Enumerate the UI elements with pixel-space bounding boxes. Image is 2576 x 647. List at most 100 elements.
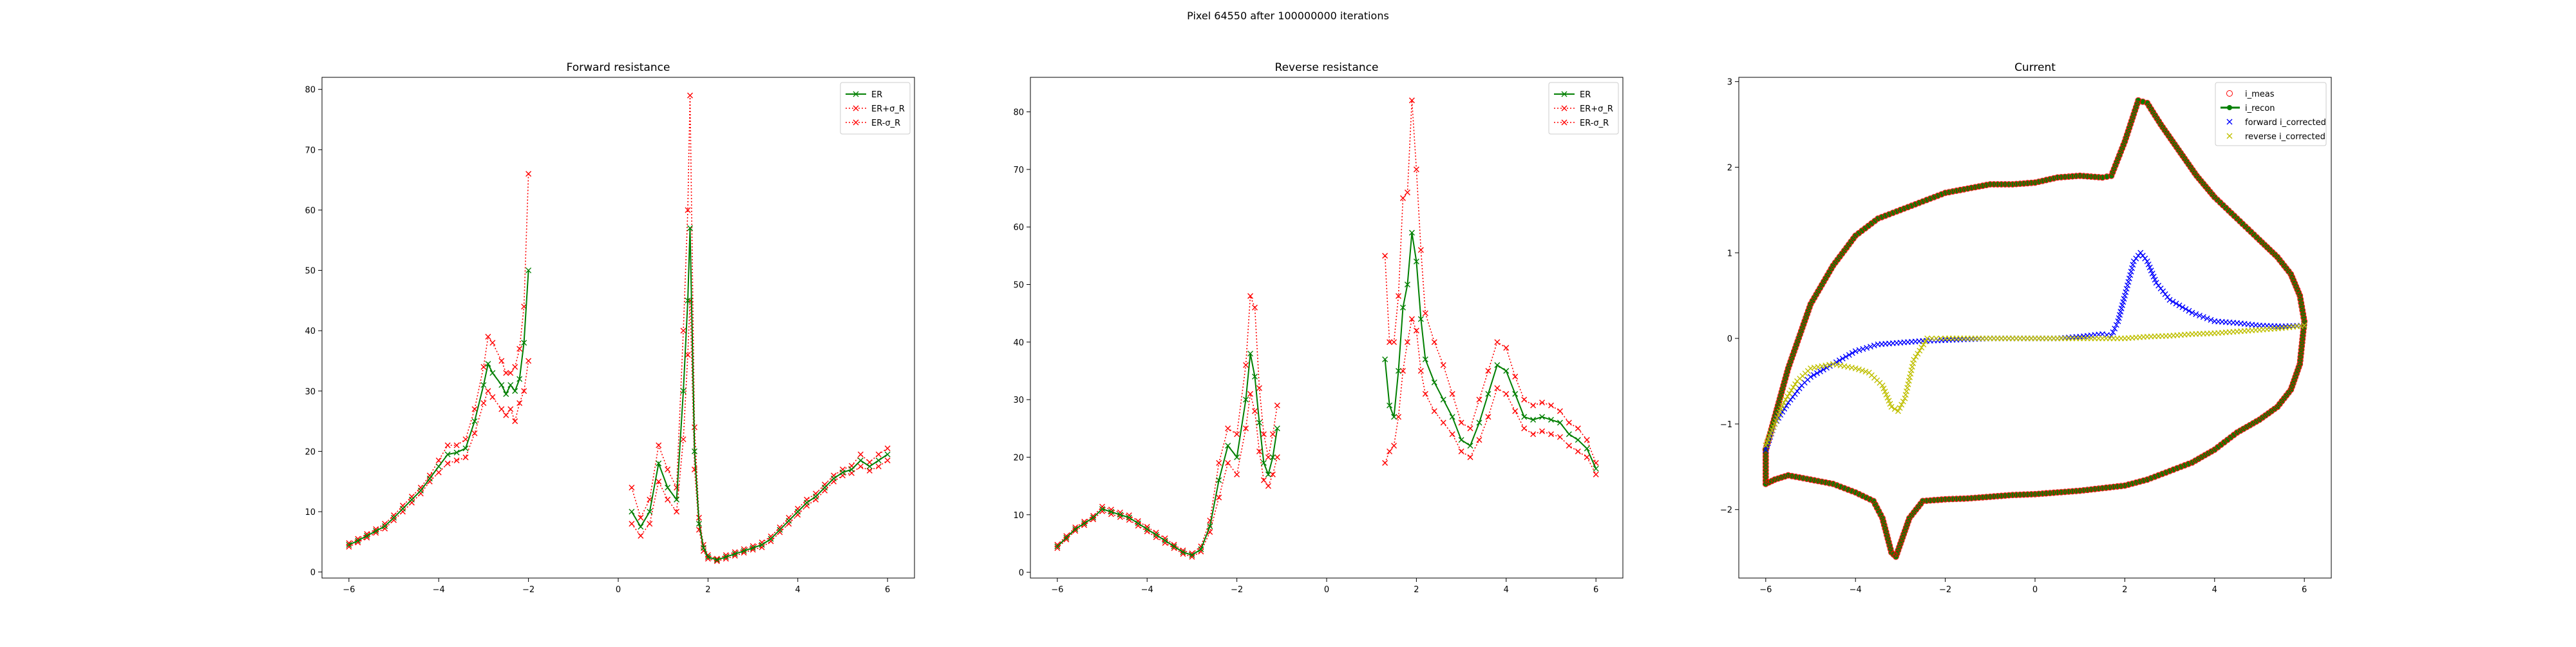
point-reverse-i-corrected bbox=[1770, 424, 1777, 430]
point-er bbox=[1539, 414, 1546, 420]
point-forward-i-corrected bbox=[2112, 325, 2118, 332]
point-er-minus-sigma bbox=[1090, 516, 1097, 523]
point-er-minus-sigma bbox=[480, 400, 487, 407]
point-reverse-i-corrected bbox=[1908, 371, 1914, 377]
y-tick-label: −1 bbox=[1720, 420, 1732, 430]
point-er bbox=[759, 542, 765, 548]
point-er-plus-sigma bbox=[884, 445, 891, 452]
point-i-meas bbox=[1960, 186, 1967, 193]
point-i-meas bbox=[1788, 472, 1795, 479]
point-reverse-i-corrected bbox=[1897, 405, 1903, 411]
point-er bbox=[685, 297, 691, 304]
point-i-meas bbox=[2065, 173, 2072, 180]
point-er-plus-sigma bbox=[1404, 189, 1410, 196]
point-forward-i-corrected bbox=[2123, 289, 2129, 295]
point-i-meas bbox=[2114, 155, 2121, 162]
point-reverse-i-corrected bbox=[1915, 351, 1921, 357]
point-er bbox=[1198, 546, 1204, 552]
point-er bbox=[656, 460, 662, 467]
point-i-meas bbox=[1953, 188, 1960, 194]
point-i-meas bbox=[2005, 181, 2012, 188]
legend-label: forward i_corrected bbox=[2245, 118, 2326, 128]
point-i-meas bbox=[1790, 351, 1796, 358]
point-er-plus-sigma bbox=[1413, 166, 1419, 173]
point-i-meas bbox=[2237, 427, 2244, 434]
point-reverse-i-corrected bbox=[1786, 390, 1793, 396]
point-i-meas bbox=[2116, 151, 2123, 159]
point-i-meas bbox=[2291, 280, 2298, 287]
y-tick-label: 0 bbox=[1019, 568, 1024, 578]
plot-marks bbox=[346, 92, 891, 565]
series-line-er-minus-sigma bbox=[1057, 317, 1596, 557]
point-forward-i-corrected bbox=[1849, 350, 1855, 356]
point-i-meas bbox=[1880, 521, 1888, 528]
point-i-meas bbox=[2080, 173, 2087, 180]
point-er bbox=[691, 448, 697, 454]
point-er-plus-sigma bbox=[1530, 402, 1537, 409]
point-i-meas bbox=[1800, 321, 1807, 328]
point-er bbox=[665, 485, 671, 491]
point-i-meas bbox=[2289, 274, 2296, 281]
point-er-plus-sigma bbox=[687, 92, 694, 99]
point-i-meas bbox=[2058, 488, 2065, 496]
point-er-minus-sigma bbox=[498, 406, 505, 412]
point-i-meas bbox=[1803, 314, 1810, 321]
point-i-meas bbox=[2129, 480, 2136, 487]
point-forward-i-corrected bbox=[2126, 275, 2132, 282]
point-i-meas bbox=[2227, 434, 2234, 441]
point-i-meas bbox=[1949, 496, 1956, 503]
point-forward-i-corrected bbox=[2170, 298, 2176, 305]
point-i-meas bbox=[1828, 266, 1835, 273]
point-reverse-i-corrected bbox=[1942, 335, 1949, 342]
point-i-meas bbox=[2121, 482, 2128, 489]
x-tick-label: 0 bbox=[616, 585, 621, 595]
point-reverse-i-corrected bbox=[1906, 374, 1913, 380]
point-i-meas bbox=[2039, 490, 2046, 497]
point-er bbox=[1593, 465, 1599, 472]
point-i-meas bbox=[2013, 180, 2020, 188]
point-i-meas bbox=[1964, 185, 1971, 192]
point-er-minus-sigma bbox=[1539, 428, 1546, 434]
axes-title: Current bbox=[2014, 61, 2056, 74]
point-er bbox=[364, 532, 370, 539]
point-i-meas bbox=[1875, 215, 1882, 222]
y-tick-label: 80 bbox=[305, 86, 316, 95]
point-er bbox=[1458, 437, 1464, 443]
plot-area bbox=[1739, 77, 2331, 578]
point-i-meas bbox=[2217, 441, 2224, 449]
point-i-meas bbox=[2177, 463, 2184, 470]
point-i-meas bbox=[2152, 111, 2159, 119]
point-i-meas bbox=[1871, 501, 1879, 508]
legend-label: ER-σ_R bbox=[1580, 119, 1609, 128]
point-i-meas bbox=[2290, 277, 2297, 284]
point-reverse-i-corrected bbox=[1772, 421, 1778, 427]
point-i-meas bbox=[1822, 275, 1829, 282]
point-i-meas bbox=[1987, 181, 1994, 188]
point-i-meas bbox=[2099, 485, 2106, 492]
point-i-meas bbox=[2072, 488, 2079, 494]
point-i-meas bbox=[2084, 173, 2091, 180]
point-i-meas bbox=[1778, 389, 1785, 396]
point-i-meas bbox=[2095, 485, 2102, 492]
point-forward-i-corrected bbox=[2152, 276, 2158, 283]
point-er-minus-sigma bbox=[1530, 431, 1537, 438]
point-i-meas bbox=[2195, 456, 2202, 462]
point-i-meas bbox=[1900, 530, 1908, 537]
point-i-meas bbox=[2294, 367, 2301, 374]
point-i-meas bbox=[1817, 285, 1823, 292]
point-er-plus-sigma bbox=[1422, 310, 1428, 316]
legend-label: ER+σ_R bbox=[871, 104, 905, 114]
point-forward-i-corrected bbox=[2189, 309, 2195, 316]
point-i-meas bbox=[2028, 179, 2035, 186]
point-er-minus-sigma bbox=[777, 529, 783, 536]
point-i-meas bbox=[1803, 476, 1810, 483]
point-reverse-i-corrected bbox=[1888, 403, 1895, 410]
point-i-meas bbox=[2121, 138, 2128, 145]
point-er-minus-sigma bbox=[629, 521, 635, 527]
point-i-meas bbox=[2300, 314, 2307, 321]
point-er bbox=[480, 381, 487, 388]
point-i-meas bbox=[1902, 525, 1909, 531]
point-i-meas bbox=[2298, 343, 2306, 350]
point-er bbox=[1494, 362, 1501, 369]
point-er bbox=[1260, 459, 1267, 466]
